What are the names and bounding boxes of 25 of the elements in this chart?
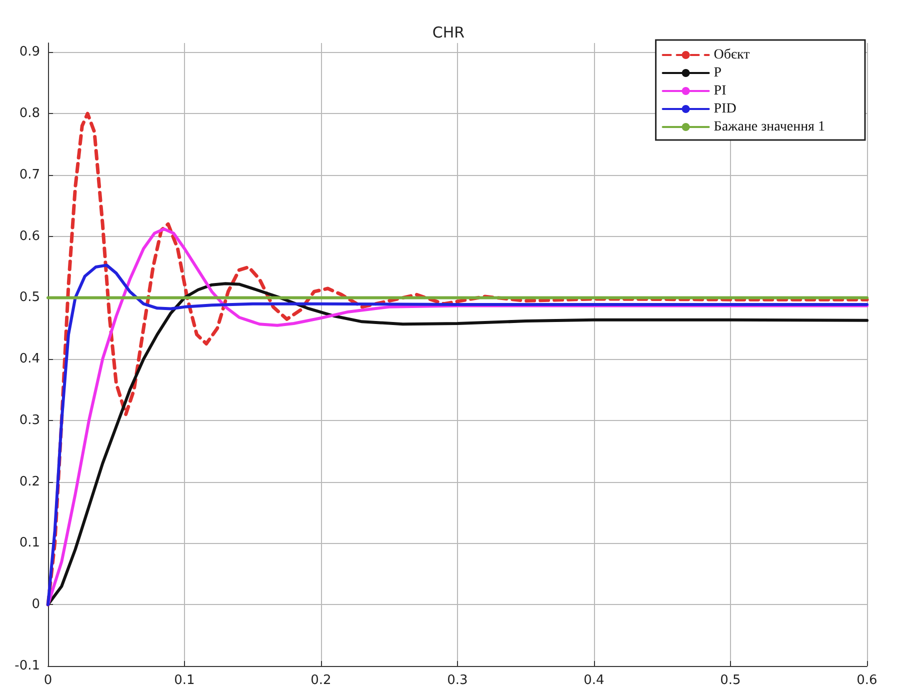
legend-label: P (714, 66, 722, 80)
chart-title: CHR (432, 24, 465, 42)
y-tick-label: 0.2 (19, 474, 40, 490)
legend-label: Обєкт (714, 48, 750, 62)
x-tick-label: 0.4 (584, 673, 604, 688)
y-tick-label: -0.1 (14, 658, 40, 674)
y-tick-label: 0.3 (19, 412, 40, 428)
legend-label: Бажане значення 1 (714, 120, 826, 134)
x-tick-label: 0.5 (720, 673, 741, 688)
x-tick-label: 0 (44, 673, 52, 688)
y-tick-label: 0.4 (19, 352, 40, 367)
x-tick-label: 0.1 (174, 673, 195, 688)
y-tick-label: 0.7 (19, 167, 40, 182)
line-series (46, 112, 869, 606)
x-tick-label: 0.6 (856, 673, 878, 688)
y-tick-label: 0 (32, 597, 40, 612)
x-tick-label: 0.2 (310, 673, 332, 688)
y-tick-label: 0.9 (19, 44, 40, 60)
y-tick-label: 0.5 (19, 290, 40, 306)
y-tick-label: 0.8 (19, 106, 40, 122)
legend-label: PID (714, 102, 736, 116)
legend-label: PI (714, 84, 727, 98)
y-tick-label: 0.6 (19, 228, 40, 244)
x-tick-label: 0.3 (447, 673, 468, 688)
y-tick-label: 0.1 (19, 536, 40, 551)
